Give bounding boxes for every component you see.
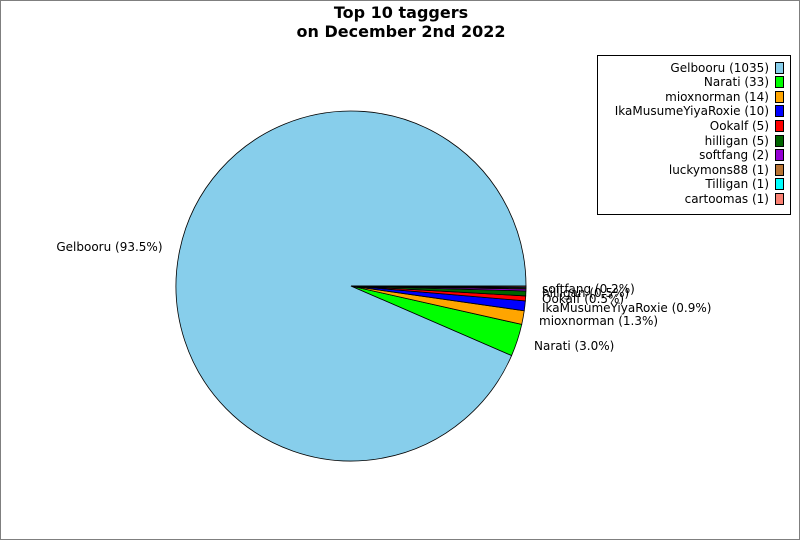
legend-item-hilligan: hilligan (5) (705, 133, 784, 148)
slice-label-gelbooru: Gelbooru (93.5%) (56, 240, 162, 254)
slice-label-ookalf: Ookalf (0.5%) (542, 292, 624, 306)
legend-swatch (775, 134, 784, 147)
legend-label: Narati (33) (703, 75, 769, 90)
legend-swatch (775, 192, 784, 205)
chart-title-line-1: Top 10 taggers (333, 3, 469, 22)
legend-item-ikamusumeyiyaroxie: IkaMusumeYiyaRoxie (10) (615, 104, 784, 119)
legend-swatch (775, 163, 784, 176)
slice-label-mioxnorman: mioxnorman (1.3%) (539, 314, 658, 328)
legend-label: Ookalf (5) (709, 118, 769, 133)
legend-item-luckymons88: luckymons88 (1) (669, 162, 784, 177)
legend-label: Gelbooru (1035) (670, 60, 769, 75)
pie-slice-cartoomas (350, 285, 527, 288)
chart-title-line-2: on December 2nd 2022 (296, 22, 506, 41)
legend-item-mioxnorman: mioxnorman (14) (665, 89, 784, 104)
legend-item-cartoomas: cartoomas (1) (685, 191, 784, 206)
slice-label-ikamusumeyiyaroxie: IkaMusumeYiyaRoxie (0.9%) (542, 301, 711, 315)
slice-label-softfang: softfang (0.2%) (542, 282, 635, 296)
legend: Gelbooru (1035) Narati (33) mioxnorman (14… (597, 55, 791, 215)
legend-label: mioxnorman (14) (665, 89, 769, 104)
legend-label: luckymons88 (1) (668, 162, 769, 177)
legend-swatch (775, 90, 784, 103)
legend-label: softfang (2) (699, 148, 769, 163)
legend-label: cartoomas (1) (684, 191, 769, 206)
legend-item-gelbooru: Gelbooru (1035) (670, 60, 784, 75)
legend-swatch (775, 119, 784, 132)
legend-swatch (775, 149, 784, 162)
legend-item-ookalf: Ookalf (5) (710, 118, 784, 133)
slice-label-narati: Narati (3.0%) (534, 339, 614, 353)
legend-swatch (775, 76, 784, 89)
legend-label: IkaMusumeYiyaRoxie (10) (614, 104, 769, 119)
legend-item-narati: Narati (33) (704, 75, 784, 90)
legend-label: hilligan (5) (704, 133, 769, 148)
slice-label-hilligan: hilligan (0.5%) (542, 286, 629, 300)
legend-swatch (775, 178, 784, 191)
legend-item-tilligan: Tilligan (1) (705, 177, 784, 192)
legend-label: Tilligan (1) (705, 177, 769, 192)
legend-item-softfang: softfang (2) (699, 148, 784, 163)
chart-title: Top 10 taggers on December 2nd 2022 (1, 3, 799, 41)
legend-swatch (775, 105, 784, 118)
legend-swatch (775, 61, 784, 74)
